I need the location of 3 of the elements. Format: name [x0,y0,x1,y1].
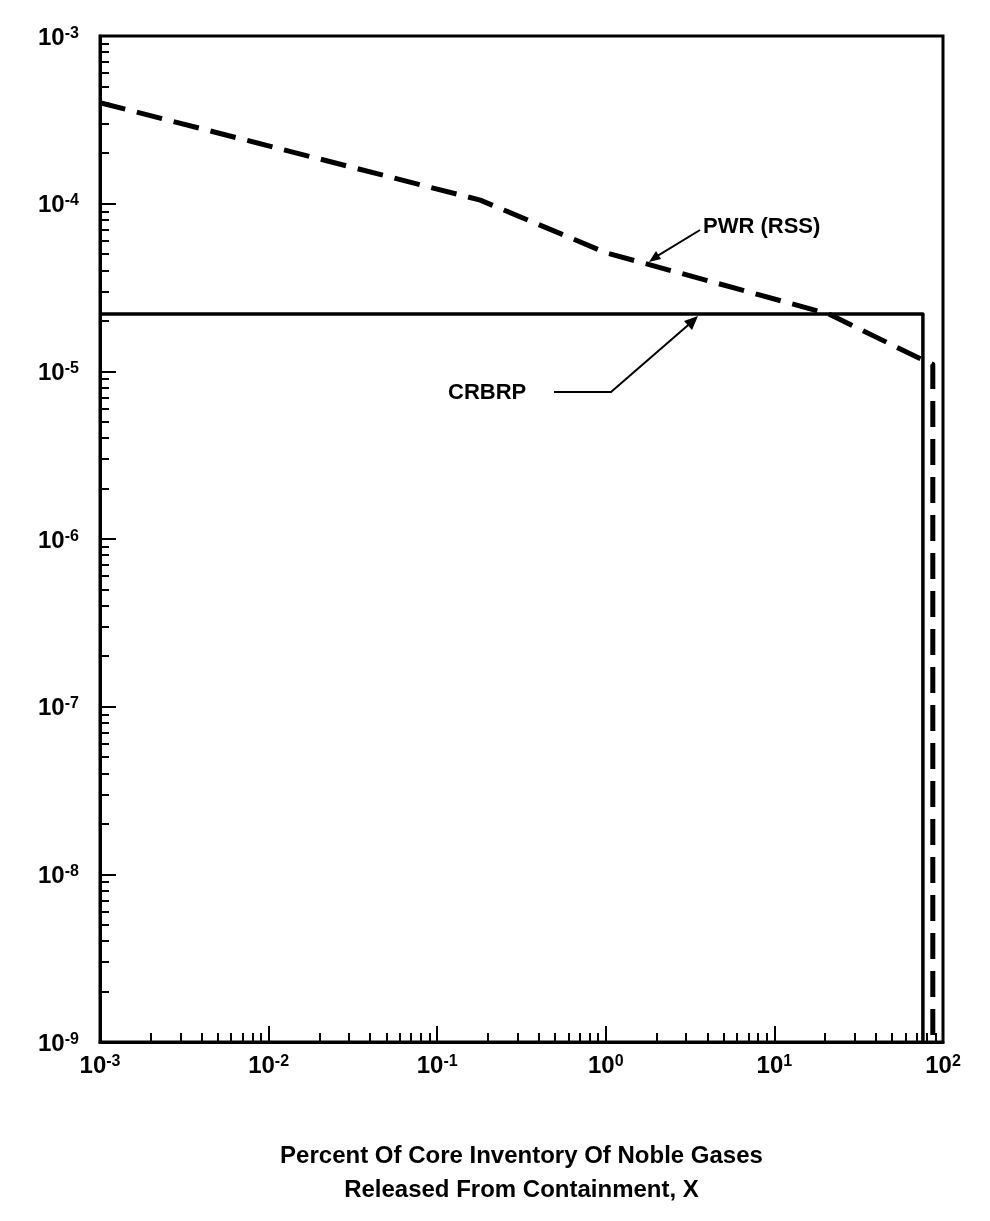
series-label: PWR (RSS) [703,212,821,238]
x-axis-title: Percent Of Core Inventory Of Noble Gases Released From Containment, X [280,1140,763,1202]
text: CRBRP [448,378,527,404]
